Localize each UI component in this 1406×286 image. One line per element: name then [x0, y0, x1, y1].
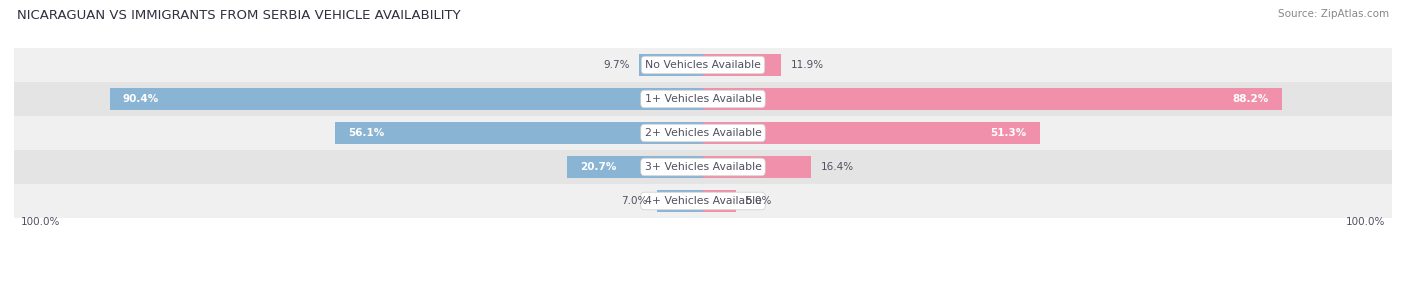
Text: 100.0%: 100.0% — [21, 217, 60, 227]
Text: 20.7%: 20.7% — [581, 162, 617, 172]
Bar — [703, 190, 735, 212]
Text: NICARAGUAN VS IMMIGRANTS FROM SERBIA VEHICLE AVAILABILITY: NICARAGUAN VS IMMIGRANTS FROM SERBIA VEH… — [17, 9, 461, 21]
Bar — [703, 156, 811, 178]
Text: 56.1%: 56.1% — [349, 128, 384, 138]
Text: 16.4%: 16.4% — [821, 162, 853, 172]
Text: 51.3%: 51.3% — [990, 128, 1026, 138]
Bar — [703, 122, 1039, 144]
Bar — [14, 150, 1392, 184]
Bar — [703, 88, 1282, 110]
Bar — [657, 190, 703, 212]
Text: 100.0%: 100.0% — [1346, 217, 1385, 227]
Text: 88.2%: 88.2% — [1232, 94, 1268, 104]
Bar — [567, 156, 703, 178]
Bar — [14, 82, 1392, 116]
Bar — [335, 122, 703, 144]
Text: 4+ Vehicles Available: 4+ Vehicles Available — [644, 196, 762, 206]
Bar — [14, 184, 1392, 218]
Bar — [14, 116, 1392, 150]
Text: 2+ Vehicles Available: 2+ Vehicles Available — [644, 128, 762, 138]
Bar — [14, 48, 1392, 82]
Text: 5.0%: 5.0% — [745, 196, 772, 206]
Text: 90.4%: 90.4% — [122, 94, 159, 104]
Bar — [640, 54, 703, 76]
Text: No Vehicles Available: No Vehicles Available — [645, 60, 761, 70]
Bar — [110, 88, 703, 110]
Text: 11.9%: 11.9% — [792, 60, 824, 70]
Text: 7.0%: 7.0% — [621, 196, 647, 206]
Text: Source: ZipAtlas.com: Source: ZipAtlas.com — [1278, 9, 1389, 19]
Text: 9.7%: 9.7% — [603, 60, 630, 70]
Bar — [703, 54, 782, 76]
Text: 3+ Vehicles Available: 3+ Vehicles Available — [644, 162, 762, 172]
Text: 1+ Vehicles Available: 1+ Vehicles Available — [644, 94, 762, 104]
